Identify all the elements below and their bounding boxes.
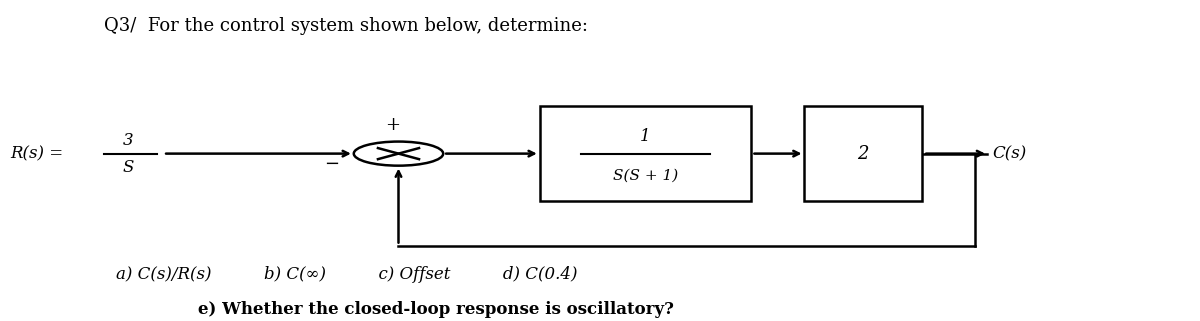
Text: 3: 3 (122, 133, 133, 150)
FancyBboxPatch shape (804, 106, 922, 201)
Text: +: + (385, 116, 400, 134)
Text: a) C(s)/R(s)          b) C(∞)          c) Offset          d) C(0.4): a) C(s)/R(s) b) C(∞) c) Offset d) C(0.4) (116, 265, 577, 282)
Text: R(s) =: R(s) = (10, 145, 64, 162)
Text: 2: 2 (858, 145, 869, 163)
Text: e) Whether the closed-loop response is oscillatory?: e) Whether the closed-loop response is o… (198, 300, 674, 317)
Text: C(s): C(s) (992, 145, 1027, 162)
Text: S(S + 1): S(S + 1) (613, 169, 678, 183)
Text: 1: 1 (641, 128, 650, 145)
FancyBboxPatch shape (540, 106, 751, 201)
Text: −: − (324, 155, 340, 173)
Text: Q3/  For the control system shown below, determine:: Q3/ For the control system shown below, … (104, 17, 588, 35)
Text: S: S (122, 160, 133, 176)
